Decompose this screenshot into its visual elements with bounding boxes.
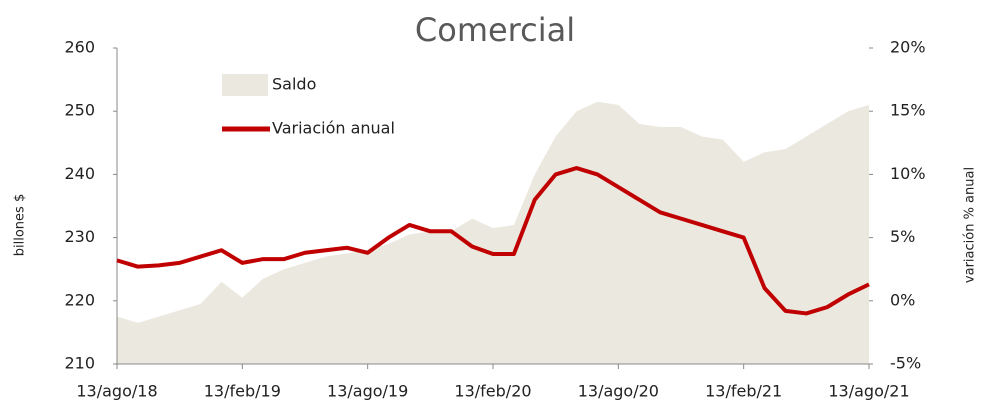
chart-title: Comercial xyxy=(415,11,575,49)
x-tick-label: 13/feb/21 xyxy=(705,382,782,401)
y2-tick-label: -5% xyxy=(890,354,921,373)
y-tick-label: 220 xyxy=(64,290,95,309)
y2-tick-label: 10% xyxy=(890,164,926,183)
x-tick-label: 13/ago/20 xyxy=(578,382,659,401)
y2-tick-label: 15% xyxy=(890,101,926,120)
legend-label: Variación anual xyxy=(272,119,395,138)
y-axis-title: billones $ xyxy=(13,194,28,256)
y-tick-label: 210 xyxy=(64,354,95,373)
y2-axis-title: variación % anual xyxy=(963,167,978,283)
y-tick-label: 260 xyxy=(64,38,95,57)
x-tick-label: 13/ago/18 xyxy=(76,382,157,401)
y2-tick-label: 0% xyxy=(890,290,915,309)
area xyxy=(117,101,869,364)
line xyxy=(116,166,870,316)
x-tick-label: 13/ago/19 xyxy=(327,382,408,401)
x-tick-label: 13/ago/21 xyxy=(828,382,909,401)
y2-tick-label: 5% xyxy=(890,227,915,246)
legend-swatch xyxy=(222,74,268,96)
x-tick-label: 13/feb/19 xyxy=(204,382,281,401)
x-tick-label: 13/feb/20 xyxy=(454,382,531,401)
y2-tick-label: 20% xyxy=(890,38,926,57)
y-tick-label: 250 xyxy=(64,101,95,120)
y-tick-label: 240 xyxy=(64,164,95,183)
legend-label: Saldo xyxy=(272,75,316,94)
y-tick-label: 230 xyxy=(64,227,95,246)
